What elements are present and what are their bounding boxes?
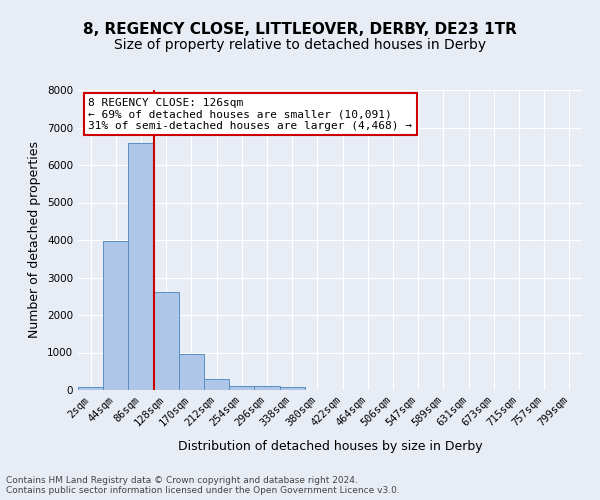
Bar bbox=[179, 354, 204, 390]
Bar bbox=[128, 143, 154, 390]
Bar bbox=[280, 386, 305, 390]
Bar bbox=[204, 378, 229, 390]
Text: 8 REGENCY CLOSE: 126sqm
← 69% of detached houses are smaller (10,091)
31% of sem: 8 REGENCY CLOSE: 126sqm ← 69% of detache… bbox=[88, 98, 412, 130]
Bar bbox=[154, 292, 179, 390]
Y-axis label: Number of detached properties: Number of detached properties bbox=[28, 142, 41, 338]
Bar bbox=[78, 387, 103, 390]
Text: Contains HM Land Registry data © Crown copyright and database right 2024.
Contai: Contains HM Land Registry data © Crown c… bbox=[6, 476, 400, 495]
Bar bbox=[229, 386, 254, 390]
Bar bbox=[254, 386, 280, 390]
Bar bbox=[103, 241, 128, 390]
Text: 8, REGENCY CLOSE, LITTLEOVER, DERBY, DE23 1TR: 8, REGENCY CLOSE, LITTLEOVER, DERBY, DE2… bbox=[83, 22, 517, 38]
X-axis label: Distribution of detached houses by size in Derby: Distribution of detached houses by size … bbox=[178, 440, 482, 452]
Text: Size of property relative to detached houses in Derby: Size of property relative to detached ho… bbox=[114, 38, 486, 52]
